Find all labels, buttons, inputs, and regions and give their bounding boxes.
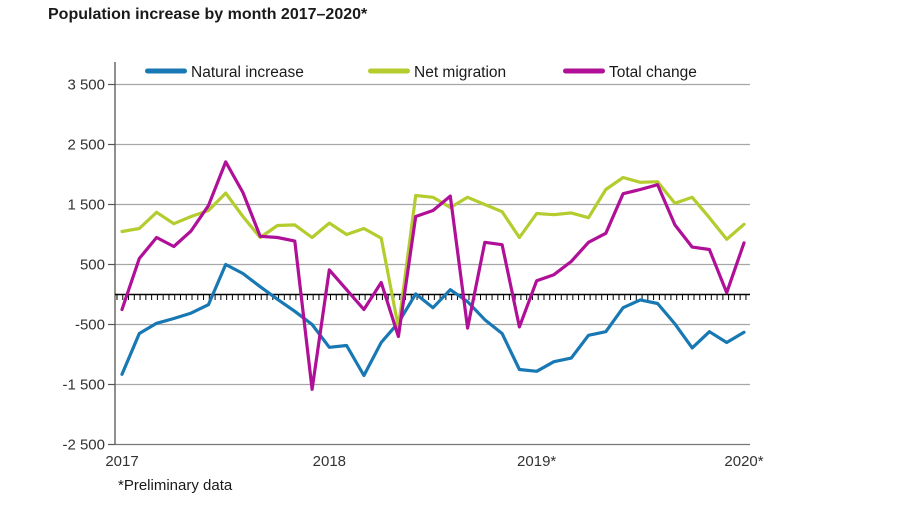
series-line-natural-increase bbox=[120, 262, 746, 378]
chart-title: Population increase by month 2017–2020* bbox=[48, 6, 368, 23]
y-axis-label: 1 500 bbox=[67, 197, 105, 214]
x-axis-label: 2020* bbox=[724, 453, 763, 470]
footnote-preliminary: *Preliminary data bbox=[118, 477, 233, 494]
series-line-total-change bbox=[120, 160, 746, 391]
legend-swatch-natural-increase bbox=[145, 68, 187, 74]
y-axis-label: -2 500 bbox=[62, 437, 105, 454]
x-axis-label: 2018 bbox=[313, 453, 346, 470]
series-line-net-migration bbox=[120, 175, 746, 330]
legend-label-natural-increase: Natural increase bbox=[191, 64, 304, 81]
y-axis-label: 500 bbox=[80, 257, 105, 274]
y-axis-label: -500 bbox=[75, 317, 105, 334]
x-axis-label: 2017 bbox=[105, 453, 138, 470]
legend-swatch-total-change bbox=[563, 68, 605, 74]
y-axis-label: 2 500 bbox=[67, 137, 105, 154]
legend-swatch-net-migration bbox=[368, 68, 410, 74]
x-axis-label: 2019* bbox=[517, 453, 556, 470]
legend-label-total-change: Total change bbox=[609, 64, 697, 81]
y-axis-label: 3 500 bbox=[67, 77, 105, 94]
legend-label-net-migration: Net migration bbox=[414, 64, 506, 81]
y-axis-label: -1 500 bbox=[62, 377, 105, 394]
